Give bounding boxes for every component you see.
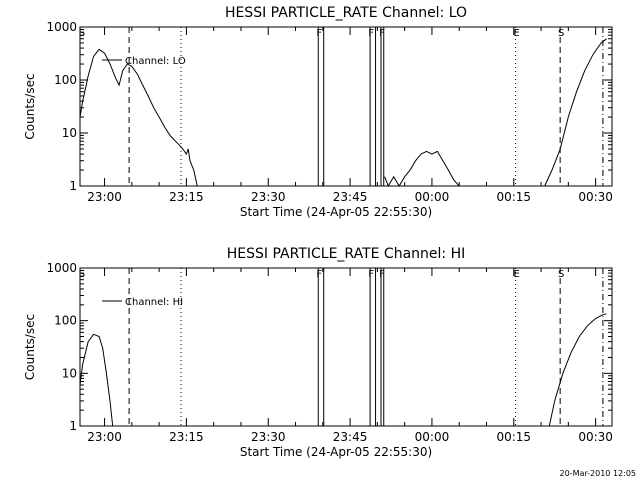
event-marker-label: F: [379, 269, 385, 280]
x-tick-label: 23:30: [251, 430, 286, 444]
x-tick-label: 23:30: [251, 190, 286, 204]
x-tick-label: 23:00: [87, 190, 122, 204]
chart-title: HESSI PARTICLE_RATE Channel: LO: [225, 5, 467, 21]
y-tick-label: 1000: [46, 20, 77, 34]
event-marker-label: F: [368, 269, 374, 280]
chart-title: HESSI PARTICLE_RATE Channel: HI: [227, 246, 465, 262]
legend-label: Channel: HI: [125, 297, 183, 308]
y-tick-label: 1: [69, 419, 77, 433]
x-tick-label: 23:15: [169, 190, 204, 204]
event-marker-label: E: [513, 28, 519, 39]
footer-timestamp: 20-Mar-2010 12:05: [560, 469, 637, 478]
x-tick-label: 00:30: [578, 430, 613, 444]
x-tick-label: 23:00: [87, 430, 122, 444]
plot-frame: [79, 267, 613, 427]
event-marker-label: S: [79, 269, 85, 280]
data-series-line: [544, 38, 607, 187]
y-tick-label: 10: [62, 366, 77, 380]
x-tick-label: 23:45: [333, 430, 368, 444]
x-tick-label: 23:45: [333, 190, 368, 204]
event-marker-label: S: [558, 269, 564, 280]
x-axis-title: Start Time (24-Apr-05 22:55:30): [240, 205, 432, 219]
event-marker-label: F: [316, 269, 322, 280]
legend-label: Channel: LO: [125, 56, 186, 67]
x-tick-label: 23:15: [169, 430, 204, 444]
panel-hi: HESSI PARTICLE_RATE Channel: HIS F F F E S110…: [23, 246, 613, 459]
data-series-line: [384, 150, 460, 188]
data-series-line: [79, 333, 114, 427]
data-series-line: [548, 313, 607, 427]
event-marker-label: E: [513, 269, 519, 280]
x-axis-title: Start Time (24-Apr-05 22:55:30): [240, 445, 432, 459]
y-tick-label: 100: [54, 73, 77, 87]
y-axis-title: Counts/sec: [23, 73, 37, 139]
event-marker-label: S: [79, 28, 85, 39]
x-tick-label: 00:30: [578, 190, 613, 204]
panel-lo: HESSI PARTICLE_RATE Channel: LOS F F F E S110…: [23, 5, 613, 219]
x-tick-label: 00:15: [496, 190, 531, 204]
event-marker-label: F: [379, 28, 385, 39]
plot-frame: [79, 26, 613, 187]
x-tick-label: 00:15: [496, 430, 531, 444]
event-marker-label: F: [368, 28, 374, 39]
event-marker-label: S: [558, 28, 564, 39]
y-tick-label: 1: [69, 179, 77, 193]
data-series-line: [79, 48, 198, 187]
event-marker-label: F: [316, 28, 322, 39]
y-tick-label: 1000: [46, 261, 77, 275]
y-tick-label: 10: [62, 126, 77, 140]
x-tick-label: 00:00: [415, 430, 450, 444]
x-tick-label: 00:00: [415, 190, 450, 204]
y-tick-label: 100: [54, 314, 77, 328]
y-axis-title: Counts/sec: [23, 314, 37, 380]
